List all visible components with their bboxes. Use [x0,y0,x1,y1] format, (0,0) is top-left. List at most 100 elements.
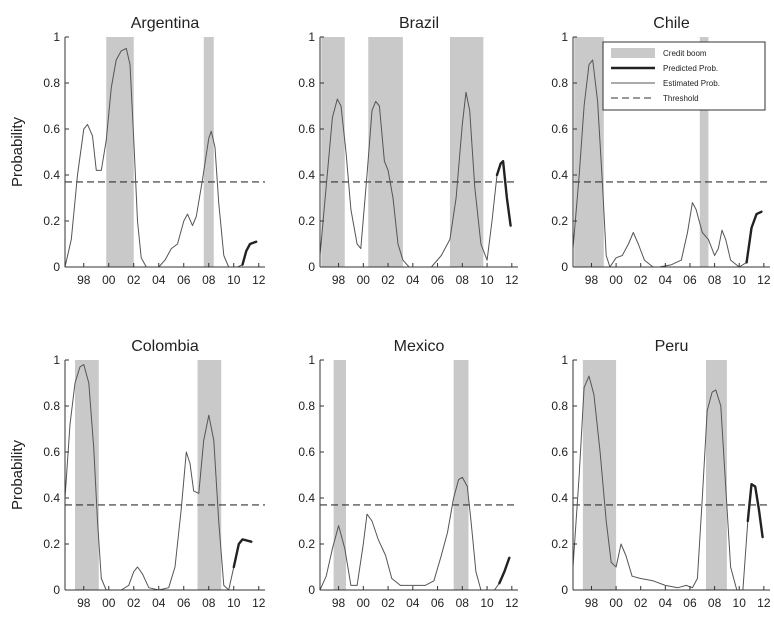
y-tick-label: 0 [561,583,568,597]
x-tick-label: 10 [227,273,241,287]
y-tick-label: 0.2 [43,214,60,228]
credit-boom-band [333,360,346,590]
y-tick-label: 0.6 [43,445,60,459]
x-tick-label: 04 [152,596,166,610]
x-tick-label: 12 [252,596,266,610]
panel-peru: 0 0.2 0.4 0.6 0.8 1 98 00 02 04 06 08 10 12 Peru [551,338,771,610]
x-tick-label: 10 [733,273,747,287]
credit-boom-band [203,37,214,267]
credit-boom-band [368,37,403,267]
y-tick-label: 0.4 [551,491,568,505]
x-tick-label: 98 [77,273,91,287]
estimated-probability-line [572,375,749,591]
credit-boom-band [705,360,727,590]
legend-entry-label: Estimated Prob. [663,79,720,88]
x-tick-label: 08 [456,596,470,610]
x-tick-label: 08 [202,273,216,287]
x-tick-label: 10 [733,596,747,610]
y-tick-label: 0.4 [298,168,315,182]
predicted-probability-line [746,483,764,539]
x-tick-label: 02 [127,596,141,610]
y-tick-label: 0 [561,260,568,274]
x-tick-label: 04 [406,273,420,287]
y-tick-label: 0 [308,260,315,274]
x-tick-label: 98 [77,596,91,610]
y-tick-label: 1 [308,353,315,367]
x-tick-label: 08 [202,596,216,610]
x-tick-label: 02 [127,273,141,287]
y-tick-label: 1 [561,353,568,367]
legend-entry-label: Credit boom [663,49,707,58]
y-tick-label: 0.4 [298,491,315,505]
y-tick-label: 1 [53,353,60,367]
panel-chile: 0 0.2 0.4 0.6 0.8 1 98 00 02 04 06 08 10 12 Chile Credi… [551,15,771,287]
credit-boom-band [449,37,484,267]
y-axis-label: Probability [9,116,26,187]
x-tick-label: 06 [177,596,191,610]
y-tick-label: 0.6 [43,122,60,136]
x-tick-label: 02 [381,596,395,610]
x-tick-label: 06 [431,273,445,287]
y-tick-label: 0.2 [298,214,315,228]
y-tick-label: 0.6 [551,445,568,459]
credit-boom-band [582,360,617,590]
y-tick-label: 0.8 [298,76,315,90]
x-tick-label: 08 [708,273,722,287]
legend-entry-label: Threshold [663,94,699,103]
predicted-probability-line [232,538,253,569]
credit-boom-band [75,360,99,590]
y-tick-label: 0.2 [43,537,60,551]
predicted-probability-line [498,556,511,585]
x-tick-label: 98 [332,273,346,287]
y-tick-label: 0.6 [298,122,315,136]
predicted-probability-line [241,240,258,266]
x-tick-label: 08 [708,596,722,610]
estimated-probability-line [64,364,235,591]
x-tick-label: 10 [480,596,494,610]
predicted-probability-line [745,210,763,264]
x-tick-label: 00 [609,273,623,287]
x-tick-label: 98 [585,273,599,287]
y-tick-label: 1 [53,30,60,44]
legend: Credit boom Predicted Prob. Estimated Prob… [602,41,766,111]
x-tick-label: 12 [757,596,771,610]
y-axis-label: Probability [9,439,26,510]
x-tick-label: 00 [102,596,116,610]
x-tick-label: 10 [480,273,494,287]
x-tick-label: 04 [152,273,166,287]
y-tick-label: 0.2 [551,214,568,228]
x-tick-label: 00 [357,273,371,287]
y-tick-label: 0.4 [43,491,60,505]
y-tick-label: 0.2 [298,537,315,551]
x-tick-label: 06 [683,273,697,287]
panel-title: Mexico [394,338,445,355]
x-tick-label: 08 [456,273,470,287]
x-tick-label: 00 [102,273,116,287]
x-tick-label: 06 [177,273,191,287]
x-tick-label: 06 [431,596,445,610]
x-tick-label: 04 [659,273,673,287]
y-tick-label: 0.2 [551,537,568,551]
x-tick-label: 12 [757,273,771,287]
x-tick-label: 02 [634,596,648,610]
y-tick-label: 0.6 [298,445,315,459]
estimated-probability-line [319,91,498,268]
x-tick-label: 02 [381,273,395,287]
credit-boom-band [699,37,709,267]
x-tick-label: 10 [227,596,241,610]
x-tick-label: 04 [659,596,673,610]
y-tick-label: 1 [308,30,315,44]
x-tick-label: 12 [505,596,519,610]
y-tick-label: 0 [53,583,60,597]
panel-title: Colombia [131,338,199,355]
y-tick-label: 0.8 [298,399,315,413]
y-tick-label: 0.8 [43,399,60,413]
x-tick-label: 00 [357,596,371,610]
panel-title: Argentina [131,15,200,32]
x-tick-label: 12 [505,273,519,287]
x-tick-label: 04 [406,596,420,610]
y-tick-label: 0 [53,260,60,274]
panel-argentina: 0 0.2 0.4 0.6 0.8 1 98 00 02 04 06 08 10 12 Argentina P… [9,15,266,287]
x-tick-label: 12 [252,273,266,287]
legend-swatch-credit-boom [611,48,655,58]
